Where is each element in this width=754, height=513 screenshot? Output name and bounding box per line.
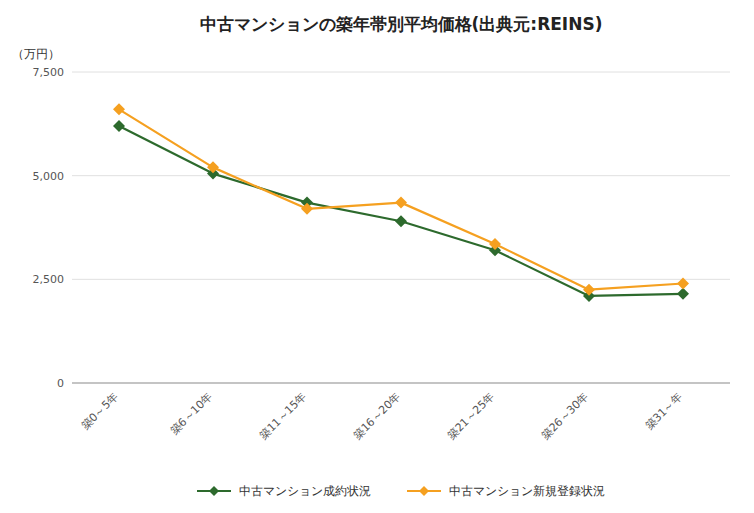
legend-item: 中古マンション新規登録状況 <box>407 484 605 498</box>
x-tick-label: 築0～5年 <box>79 390 121 432</box>
point-marker <box>583 284 595 296</box>
point-marker <box>489 238 501 250</box>
y-tick-label: 5,000 <box>33 170 65 183</box>
point-marker <box>677 288 689 300</box>
y-tick-label: 2,500 <box>33 273 65 286</box>
grid-line <box>72 175 730 176</box>
point-marker <box>301 203 313 215</box>
point-marker <box>207 161 219 173</box>
y-axis-label: （万円） <box>12 47 60 61</box>
legend-item: 中古マンション成約状況 <box>197 484 371 498</box>
grid-line <box>72 279 730 280</box>
grid-line <box>72 72 730 73</box>
y-tick-label: 0 <box>57 377 64 390</box>
chart: 中古マンションの築年帯別平均価格(出典元:REINS) （万円） 0 2,500 5,0… <box>0 0 754 513</box>
series-line <box>119 109 683 289</box>
grid-line <box>72 383 730 384</box>
x-axis-line <box>72 383 730 384</box>
point-marker <box>113 120 125 132</box>
x-tick-label: 築21～25年 <box>445 390 497 442</box>
y-tick-label: 7,500 <box>33 66 65 79</box>
point-marker <box>395 215 407 227</box>
legend-marker <box>419 486 429 496</box>
point-marker <box>113 103 125 115</box>
title: 中古マンションの築年帯別平均価格(出典元:REINS) <box>200 14 603 34</box>
x-tick-label: 築11～15年 <box>257 390 309 442</box>
x-tick-label: 築26～30年 <box>539 390 591 442</box>
grid <box>72 72 730 383</box>
x-tick-label: 築16～20年 <box>351 390 403 442</box>
legend-label: 中古マンション成約状況 <box>239 484 371 498</box>
point-marker <box>677 277 689 289</box>
x-tick-label: 築31～年 <box>643 390 685 432</box>
plot-area <box>113 103 689 302</box>
x-tick-label: 築6～10年 <box>168 390 215 437</box>
legend-marker <box>209 486 219 496</box>
series-line <box>119 126 683 296</box>
legend-label: 中古マンション新規登録状況 <box>449 484 605 498</box>
legend: 中古マンション成約状況 中古マンション新規登録状況 <box>197 484 605 498</box>
point-marker <box>395 197 407 209</box>
